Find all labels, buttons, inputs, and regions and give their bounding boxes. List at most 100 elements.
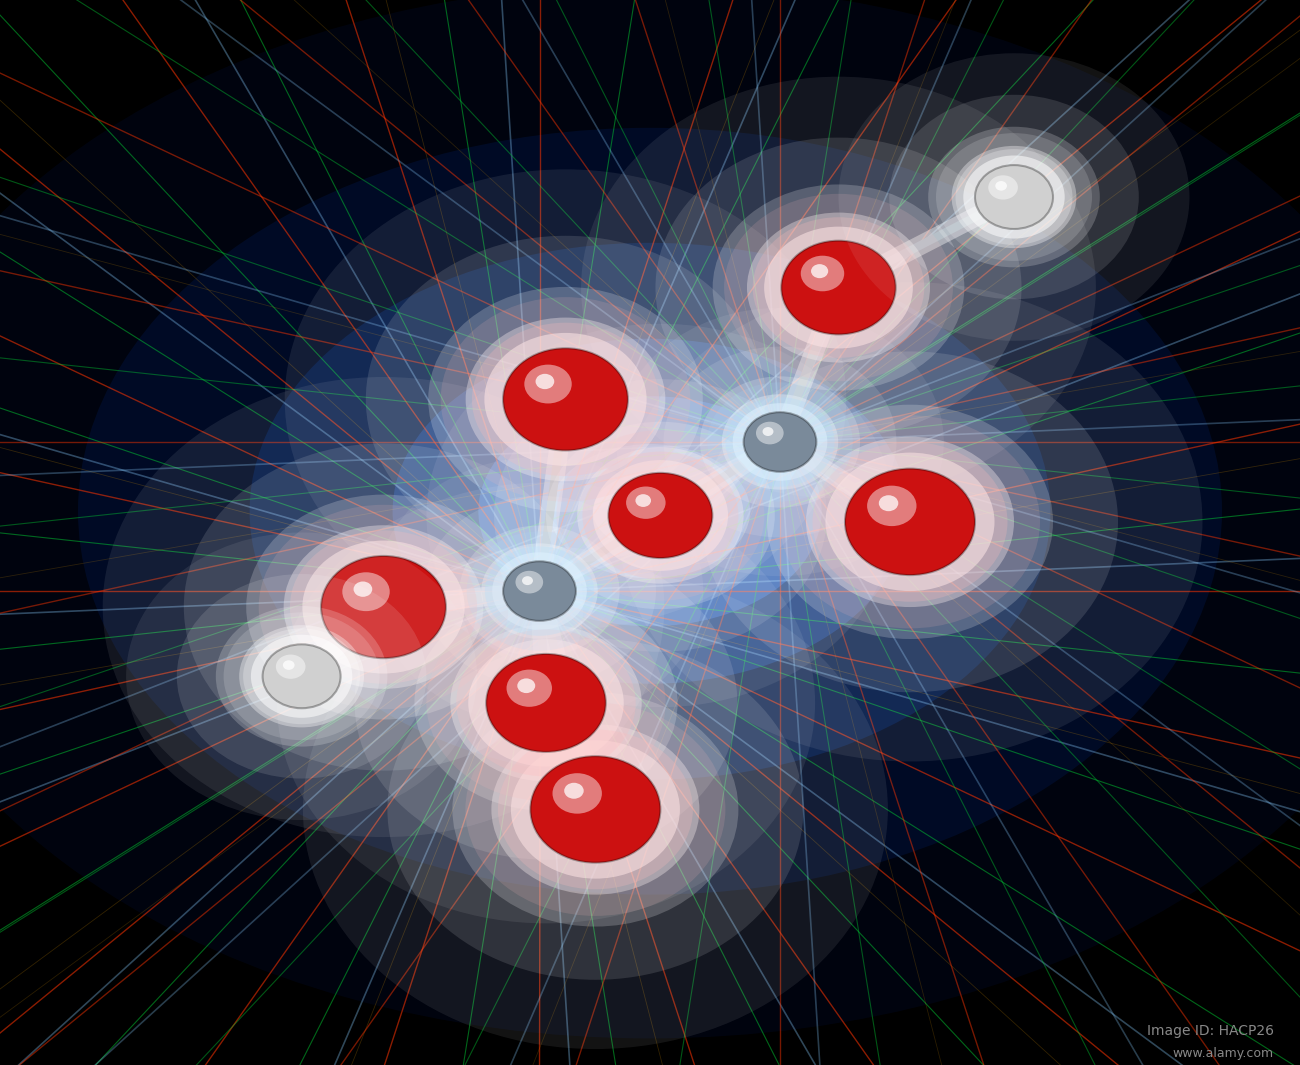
Circle shape [524,364,572,404]
Circle shape [936,133,1092,261]
Circle shape [564,783,584,799]
Circle shape [747,213,929,362]
Circle shape [780,415,1040,628]
Circle shape [387,639,803,980]
Circle shape [753,217,924,358]
Circle shape [285,169,846,629]
Circle shape [376,457,703,725]
Circle shape [303,541,464,673]
Circle shape [485,546,594,636]
Text: www.alamy.com: www.alamy.com [1173,1047,1274,1060]
Circle shape [493,553,586,629]
Circle shape [177,574,426,779]
Circle shape [757,422,784,444]
Ellipse shape [0,0,1300,1038]
Circle shape [243,628,360,724]
Circle shape [290,530,477,684]
Circle shape [996,181,1008,191]
Circle shape [975,165,1053,229]
Circle shape [277,482,815,923]
Circle shape [452,692,738,927]
Circle shape [806,437,1014,607]
Circle shape [450,624,642,782]
Circle shape [581,77,1096,498]
Circle shape [239,625,364,727]
Ellipse shape [478,396,822,626]
Circle shape [342,572,390,611]
Circle shape [838,53,1190,341]
Circle shape [503,561,576,621]
Circle shape [826,453,994,591]
Circle shape [636,494,651,507]
Circle shape [582,452,738,579]
Circle shape [467,531,612,651]
Circle shape [494,379,827,652]
Circle shape [744,412,816,472]
Circle shape [103,377,664,837]
Circle shape [707,382,853,502]
Circle shape [263,644,341,708]
Circle shape [552,773,602,814]
Circle shape [511,740,680,879]
Circle shape [354,581,372,596]
Circle shape [593,460,728,571]
Circle shape [928,127,1100,267]
Circle shape [355,546,737,859]
Circle shape [546,422,775,609]
Circle shape [216,606,387,747]
Circle shape [251,635,352,718]
Circle shape [530,756,660,863]
Circle shape [699,376,861,508]
Circle shape [616,308,944,576]
Circle shape [126,532,477,820]
Circle shape [812,442,1008,602]
Circle shape [618,282,1202,761]
Circle shape [702,351,1118,692]
Circle shape [283,525,484,689]
Circle shape [428,286,703,512]
Circle shape [426,324,894,707]
Circle shape [608,473,712,558]
Circle shape [952,146,1076,248]
Circle shape [365,235,766,563]
Ellipse shape [393,339,907,684]
Circle shape [283,660,295,670]
Circle shape [456,629,636,776]
Circle shape [259,505,508,709]
Text: Image ID: HACP26: Image ID: HACP26 [1147,1025,1274,1038]
Circle shape [465,703,725,916]
Circle shape [507,670,552,707]
Circle shape [426,605,666,801]
Circle shape [722,394,839,490]
Circle shape [224,612,380,740]
Circle shape [655,137,1022,438]
Circle shape [663,346,897,538]
Circle shape [725,397,835,487]
Circle shape [712,184,965,391]
Ellipse shape [78,128,1222,895]
Circle shape [724,194,953,381]
Circle shape [963,155,1065,239]
Circle shape [577,447,744,584]
Circle shape [246,494,521,720]
Circle shape [867,486,916,526]
Circle shape [491,724,699,895]
Circle shape [988,176,1018,199]
Circle shape [517,678,536,693]
Circle shape [767,405,1053,639]
Circle shape [486,654,606,752]
Circle shape [733,404,827,480]
Circle shape [516,571,543,593]
Circle shape [498,730,693,889]
Circle shape [276,655,305,678]
Ellipse shape [550,444,750,578]
Ellipse shape [250,243,1050,780]
Circle shape [465,317,666,481]
Circle shape [468,639,624,767]
Circle shape [321,556,446,658]
Circle shape [485,333,646,465]
Circle shape [503,348,628,450]
Circle shape [889,95,1139,299]
Circle shape [415,595,677,810]
Circle shape [556,430,764,601]
